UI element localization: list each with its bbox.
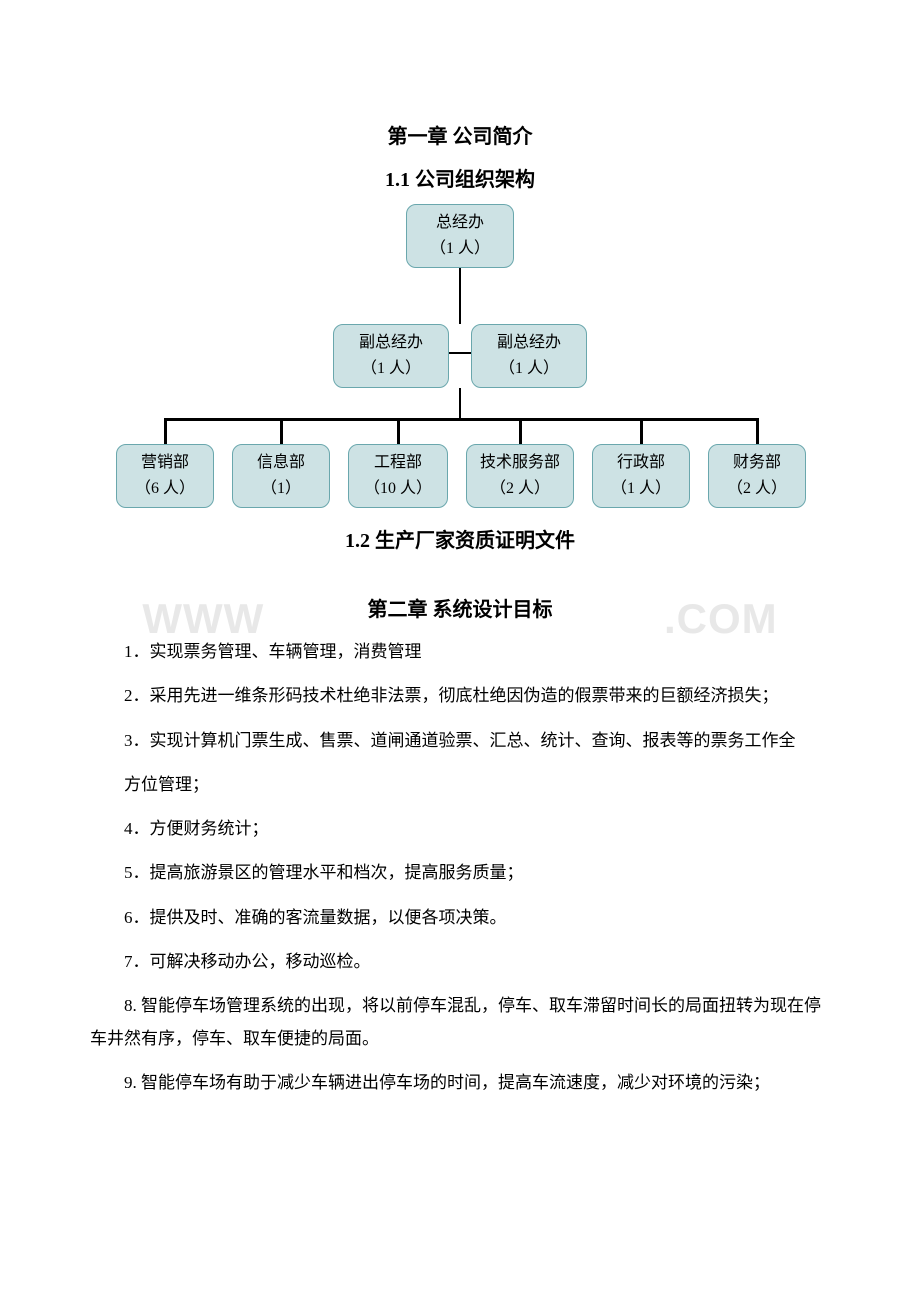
- goal-item: 6．提供及时、准确的客流量数据，以便各项决策。: [90, 902, 830, 934]
- goal-item: 4．方便财务统计；: [90, 813, 830, 845]
- org-chart-connector: [519, 418, 522, 444]
- org-chart-connector: [397, 418, 400, 444]
- org-node-label: 副总经办: [334, 330, 448, 356]
- chapter-2-title: 第二章 系统设计目标: [90, 593, 830, 622]
- org-node-count: （1 人）: [334, 356, 448, 382]
- chapter-1-title: 第一章 公司简介: [90, 120, 830, 149]
- section-1-2-title: 1.2 生产厂家资质证明文件: [90, 524, 830, 553]
- goal-item: 3．实现计算机门票生成、售票、道闸通道验票、汇总、统计、查询、报表等的票务工作全: [90, 725, 830, 757]
- org-node-b3: 工程部（10 人）: [348, 444, 448, 508]
- goal-item: 7．可解决移动办公，移动巡检。: [90, 946, 830, 978]
- org-node-count: （1）: [233, 476, 329, 502]
- org-node-b4: 技术服务部（2 人）: [466, 444, 574, 508]
- goal-item: 8. 智能停车场管理系统的出现，将以前停车混乱，停车、取车滞留时间长的局面扭转为…: [90, 990, 830, 1055]
- org-node-label: 技术服务部: [467, 450, 573, 476]
- org-node-b6: 财务部（2 人）: [708, 444, 806, 508]
- org-node-count: （1 人）: [593, 476, 689, 502]
- section-1-1-title: 1.1 公司组织架构: [90, 163, 830, 192]
- org-node-label: 总经办: [407, 210, 513, 236]
- org-chart-connector: [280, 418, 283, 444]
- org-node-label: 营销部: [117, 450, 213, 476]
- goal-item: 9. 智能停车场有助于减少车辆进出停车场的时间，提高车流速度，减少对环境的污染；: [90, 1067, 830, 1099]
- org-node-b2: 信息部（1）: [232, 444, 330, 508]
- goal-item: 2．采用先进一维条形码技术杜绝非法票，彻底杜绝因伪造的假票带来的巨额经济损失；: [90, 680, 830, 712]
- org-node-d2: 副总经办（1 人）: [471, 324, 587, 388]
- org-chart-connector: [164, 418, 758, 421]
- org-node-label: 副总经办: [472, 330, 586, 356]
- org-chart-connector: [459, 388, 461, 418]
- org-chart-connector: [459, 268, 461, 324]
- org-node-count: （6 人）: [117, 476, 213, 502]
- org-node-count: （10 人）: [349, 476, 447, 502]
- org-node-count: （2 人）: [467, 476, 573, 502]
- org-node-label: 财务部: [709, 450, 805, 476]
- org-node-gm: 总经办（1 人）: [406, 204, 514, 268]
- org-node-label: 信息部: [233, 450, 329, 476]
- org-node-count: （1 人）: [472, 356, 586, 382]
- goals-list: 1．实现票务管理、车辆管理，消费管理 2．采用先进一维条形码技术杜绝非法票，彻底杜…: [90, 636, 830, 1099]
- org-node-count: （1 人）: [407, 236, 513, 262]
- goal-item: 5．提高旅游景区的管理水平和档次，提高服务质量；: [90, 857, 830, 889]
- org-node-label: 行政部: [593, 450, 689, 476]
- org-node-b5: 行政部（1 人）: [592, 444, 690, 508]
- org-chart-connector: [640, 418, 643, 444]
- goal-item: 方位管理；: [90, 769, 830, 801]
- org-chart: 总经办（1 人）副总经办（1 人）副总经办（1 人）营销部（6 人）信息部（1）…: [90, 204, 830, 514]
- org-node-d1: 副总经办（1 人）: [333, 324, 449, 388]
- org-chart-connector: [449, 352, 471, 354]
- org-node-label: 工程部: [349, 450, 447, 476]
- org-node-count: （2 人）: [709, 476, 805, 502]
- org-chart-connector: [164, 418, 167, 444]
- org-node-b1: 营销部（6 人）: [116, 444, 214, 508]
- org-chart-connector: [756, 418, 759, 444]
- goal-item: 1．实现票务管理、车辆管理，消费管理: [90, 636, 830, 668]
